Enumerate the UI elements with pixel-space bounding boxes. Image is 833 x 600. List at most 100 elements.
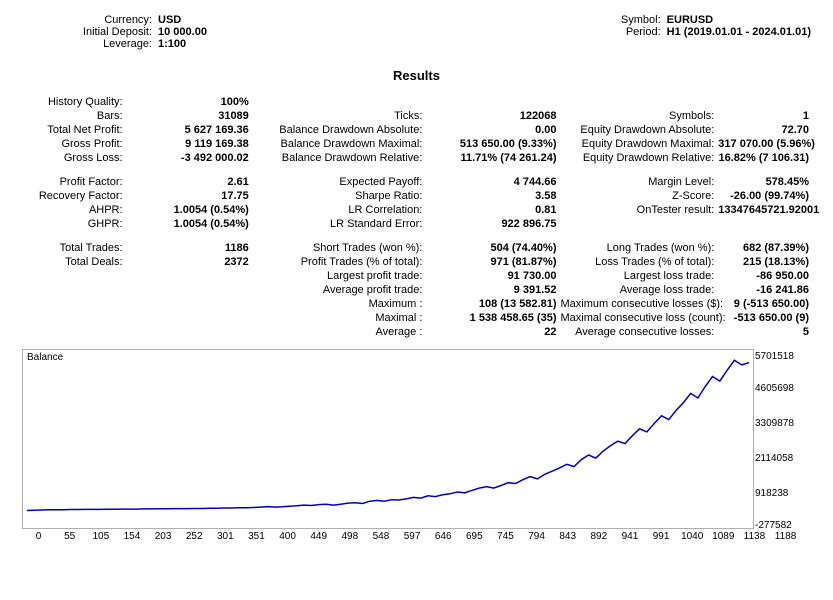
chart-legend: Balance (27, 352, 63, 363)
stat-label (22, 269, 125, 283)
stat-value: 0.00 (424, 123, 558, 137)
leverage-value: 1:100 (158, 38, 186, 50)
stat-value: 317 070.00 (5.96%) (716, 137, 811, 151)
chart-xlabel: 154 (116, 531, 147, 542)
currency-value: USD (158, 14, 181, 26)
stat-label: GHPR: (22, 217, 125, 231)
stat-value (125, 297, 251, 311)
chart-xaxis: 0551051542032523013514004494985485976466… (23, 531, 801, 542)
stat-label: LR Standard Error: (251, 217, 425, 231)
stat-value: 9 (-513 650.00) (716, 297, 811, 311)
stat-value: 1186 (125, 241, 251, 255)
chart-xlabel: 498 (334, 531, 365, 542)
chart-xlabel: 843 (552, 531, 583, 542)
stat-value: 5 (716, 325, 811, 339)
stat-label: Long Trades (won %): (559, 241, 717, 255)
chart-xlabel: 695 (459, 531, 490, 542)
stat-label: Short Trades (won %): (251, 241, 425, 255)
chart-ylabel: -277582 (755, 520, 801, 531)
symbol-label: Symbol: (601, 14, 667, 26)
chart-xlabel: 203 (148, 531, 179, 542)
stat-value: 122068 (424, 109, 558, 123)
stat-value: 22 (424, 325, 558, 339)
stat-value: 971 (81.87%) (424, 255, 558, 269)
stat-value: 9 119 169.38 (125, 137, 251, 151)
stat-label: Balance Drawdown Relative: (251, 151, 425, 165)
stat-label: Equity Drawdown Maximal: (559, 137, 717, 151)
stat-label: Maximum : (251, 297, 425, 311)
stat-value: 91 730.00 (424, 269, 558, 283)
stat-value: 31089 (125, 109, 251, 123)
stat-label: Largest profit trade: (251, 269, 425, 283)
currency-label: Currency: (22, 14, 158, 26)
stat-label: Profit Factor: (22, 175, 125, 189)
stat-value: 2.61 (125, 175, 251, 189)
stat-value: 513 650.00 (9.33%) (424, 137, 558, 151)
stat-value: 4 744.66 (424, 175, 558, 189)
stat-value: 108 (13 582.81) (424, 297, 558, 311)
stat-label: Average : (251, 325, 425, 339)
stat-value (125, 283, 251, 297)
header: Currency:USD Initial Deposit:10 000.00 L… (22, 14, 811, 50)
stat-label: Expected Payoff: (251, 175, 425, 189)
stat-label: Recovery Factor: (22, 189, 125, 203)
stat-value: -513 650.00 (9) (716, 311, 811, 325)
stat-value: 100% (125, 95, 251, 109)
stat-value: 17.75 (125, 189, 251, 203)
deposit-label: Initial Deposit: (22, 26, 158, 38)
stat-label: Sharpe Ratio: (251, 189, 425, 203)
stat-label: Z-Score: (559, 189, 717, 203)
stat-value: 13347645721.92001 (716, 203, 811, 217)
period-value: H1 (2019.01.01 - 2024.01.01) (667, 26, 811, 38)
chart-xlabel: 1089 (708, 531, 739, 542)
stat-label: Ticks: (251, 109, 425, 123)
chart-ylabel: 918238 (755, 488, 801, 499)
symbol-value: EURUSD (667, 14, 713, 26)
stat-value: 682 (87.39%) (716, 241, 811, 255)
chart-line (23, 350, 753, 526)
report-container: Currency:USD Initial Deposit:10 000.00 L… (0, 0, 833, 600)
chart-ylabel: 4605698 (755, 383, 801, 394)
chart-xlabel: 991 (646, 531, 677, 542)
stat-value (125, 325, 251, 339)
stat-value: -86 950.00 (716, 269, 811, 283)
chart-xlabel: 745 (490, 531, 521, 542)
stat-label: Balance Drawdown Maximal: (251, 137, 425, 151)
stat-label: Gross Loss: (22, 151, 125, 165)
stat-value: 2372 (125, 255, 251, 269)
stat-label (251, 95, 425, 109)
stat-label: Average loss trade: (559, 283, 717, 297)
chart-xlabel: 941 (614, 531, 645, 542)
stat-value (716, 95, 811, 109)
stat-label: Total Deals: (22, 255, 125, 269)
stat-value: 215 (18.13%) (716, 255, 811, 269)
header-left: Currency:USD Initial Deposit:10 000.00 L… (22, 14, 207, 50)
stat-value: 5 627 169.36 (125, 123, 251, 137)
balance-chart: Balance 57015184605698330987821140589182… (22, 349, 754, 529)
stat-value: -3 492 000.02 (125, 151, 251, 165)
stat-label: Equity Drawdown Absolute: (559, 123, 717, 137)
stat-label: Maximal consecutive loss (count): (559, 311, 717, 325)
stat-label: Maximal : (251, 311, 425, 325)
deposit-value: 10 000.00 (158, 26, 207, 38)
chart-xlabel: 548 (365, 531, 396, 542)
chart-ylabel: 5701518 (755, 351, 801, 362)
stat-value: 1 (716, 109, 811, 123)
stat-value: -26.00 (99.74%) (716, 189, 811, 203)
stat-value: 9 391.52 (424, 283, 558, 297)
stat-value: 3.58 (424, 189, 558, 203)
stat-label (22, 283, 125, 297)
stat-value: 11.71% (74 261.24) (424, 151, 558, 165)
stat-label: Equity Drawdown Relative: (559, 151, 717, 165)
stat-label: Gross Profit: (22, 137, 125, 151)
stat-label: OnTester result: (559, 203, 717, 217)
stat-label (22, 325, 125, 339)
stat-value: 16.82% (7 106.31) (716, 151, 811, 165)
stat-value (716, 217, 811, 231)
stat-label: Symbols: (559, 109, 717, 123)
chart-xlabel: 597 (397, 531, 428, 542)
stat-value: 0.81 (424, 203, 558, 217)
stat-value: 922 896.75 (424, 217, 558, 231)
stat-value: 1.0054 (0.54%) (125, 203, 251, 217)
chart-xlabel: 794 (521, 531, 552, 542)
